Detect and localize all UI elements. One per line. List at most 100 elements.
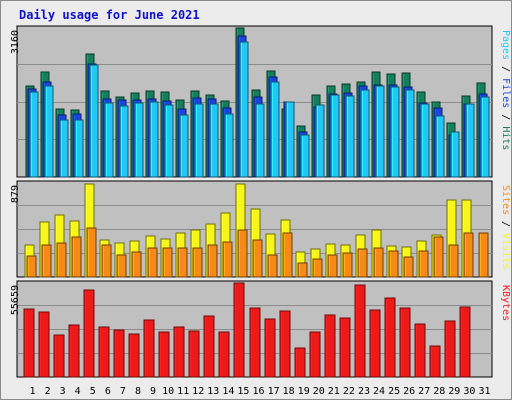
pages-bar bbox=[420, 103, 430, 178]
sites-bar bbox=[86, 227, 97, 278]
kbytes-bar bbox=[324, 314, 336, 378]
pages-bar bbox=[224, 113, 234, 178]
sites-bar bbox=[297, 262, 308, 278]
day-tick-label: 6 bbox=[105, 386, 111, 397]
sites-bar bbox=[448, 244, 459, 278]
kbytes-panel: 55659 KBytes bbox=[10, 280, 511, 378]
pages-bar bbox=[345, 95, 355, 178]
sites-bar bbox=[131, 251, 142, 278]
day-tick-label: 8 bbox=[135, 386, 141, 397]
pages-bar bbox=[255, 103, 265, 178]
sites-bar bbox=[116, 254, 127, 278]
hits-legend-label: Hits bbox=[500, 126, 511, 150]
day-tick-label: 29 bbox=[448, 386, 460, 397]
sites-bar bbox=[252, 239, 263, 278]
pages-bar bbox=[330, 94, 340, 178]
sites-bar bbox=[207, 244, 218, 278]
kbytes-bar bbox=[98, 326, 110, 378]
kbytes-bar bbox=[68, 324, 80, 378]
kbytes-bar bbox=[233, 282, 245, 378]
pages-bar bbox=[164, 104, 174, 178]
pages-bar bbox=[149, 101, 159, 178]
sites-bar bbox=[237, 229, 248, 278]
day-tick-label: 19 bbox=[298, 386, 310, 397]
pages-bar bbox=[270, 81, 280, 178]
sites-bar bbox=[327, 254, 338, 278]
kbytes-bar bbox=[444, 320, 456, 378]
day-tick-label: 27 bbox=[418, 386, 430, 397]
day-tick-label: 30 bbox=[463, 386, 475, 397]
sites-bar bbox=[418, 250, 429, 278]
sites-bar bbox=[41, 244, 52, 278]
day-tick-label: 13 bbox=[207, 386, 219, 397]
sites-bar bbox=[101, 244, 112, 278]
day-tick-label: 26 bbox=[403, 386, 415, 397]
day-tick-label: 31 bbox=[478, 386, 490, 397]
sites-bar bbox=[357, 248, 368, 278]
sites-legend-label: Sites bbox=[500, 185, 511, 215]
kbytes-bar bbox=[188, 330, 200, 378]
day-tick-label: 28 bbox=[433, 386, 445, 397]
kbytes-bar bbox=[113, 329, 125, 378]
sites-bar bbox=[403, 256, 414, 278]
pages-bar bbox=[300, 134, 310, 178]
pages-bar bbox=[74, 119, 84, 178]
kbytes-bar bbox=[143, 319, 155, 378]
sites-bar bbox=[478, 232, 489, 278]
day-tick-label: 17 bbox=[268, 386, 280, 397]
sites-bar bbox=[147, 247, 158, 278]
day-tick-label: 4 bbox=[75, 386, 81, 397]
visits-legend-label: Visits bbox=[500, 233, 511, 269]
pages-legend-label: Pages bbox=[500, 30, 511, 60]
day-tick-label: 14 bbox=[222, 386, 234, 397]
day-tick-label: 11 bbox=[177, 386, 189, 397]
sites-bar bbox=[433, 236, 444, 278]
kbytes-bar bbox=[459, 306, 471, 378]
pages-bar bbox=[405, 89, 415, 178]
day-tick-label: 3 bbox=[60, 386, 66, 397]
kbytes-bar bbox=[203, 315, 215, 378]
pages-bar bbox=[179, 114, 189, 178]
day-tick-label: 16 bbox=[252, 386, 264, 397]
day-tick-label: 15 bbox=[237, 386, 249, 397]
pages-bar bbox=[285, 101, 295, 178]
label-separator: / bbox=[500, 215, 511, 233]
pages-files-hits-panel: 3160 Pages / Files / Hits bbox=[10, 25, 511, 178]
pages-bar bbox=[435, 115, 445, 178]
sites-bar bbox=[222, 241, 233, 278]
sites-bar bbox=[342, 252, 353, 278]
files-legend-label: Files bbox=[500, 78, 511, 108]
kbytes-bar bbox=[83, 289, 95, 378]
pages-bar bbox=[59, 119, 69, 178]
sites-bar bbox=[56, 242, 67, 278]
pages-bar bbox=[134, 102, 144, 178]
pages-bar bbox=[480, 96, 490, 178]
kbytes-bar bbox=[218, 331, 230, 378]
kbytes-bar bbox=[279, 310, 291, 378]
day-tick-label: 21 bbox=[328, 386, 340, 397]
pages-bar bbox=[194, 103, 204, 178]
sites-bar bbox=[177, 247, 188, 278]
kbytes-right-label: KBytes bbox=[500, 285, 511, 321]
sites-bar bbox=[192, 247, 203, 278]
kbytes-bar bbox=[23, 308, 35, 378]
kbytes-bar bbox=[309, 331, 321, 378]
kbytes-bar bbox=[354, 284, 366, 378]
sites-bar bbox=[282, 232, 293, 278]
kbytes-bar bbox=[369, 309, 381, 378]
pages-bar bbox=[104, 102, 114, 178]
kbytes-legend-label: KBytes bbox=[500, 285, 511, 321]
sites-bar bbox=[463, 232, 474, 278]
day-tick-label: 10 bbox=[162, 386, 174, 397]
day-tick-label: 23 bbox=[358, 386, 370, 397]
sites-bar bbox=[26, 255, 37, 278]
kbytes-bar bbox=[53, 334, 65, 378]
kbytes-bar bbox=[128, 333, 140, 378]
day-tick-label: 22 bbox=[343, 386, 355, 397]
kbytes-bar bbox=[294, 347, 306, 378]
pages-bar bbox=[119, 105, 129, 178]
day-tick-label: 24 bbox=[373, 386, 385, 397]
day-tick-label: 7 bbox=[120, 386, 126, 397]
